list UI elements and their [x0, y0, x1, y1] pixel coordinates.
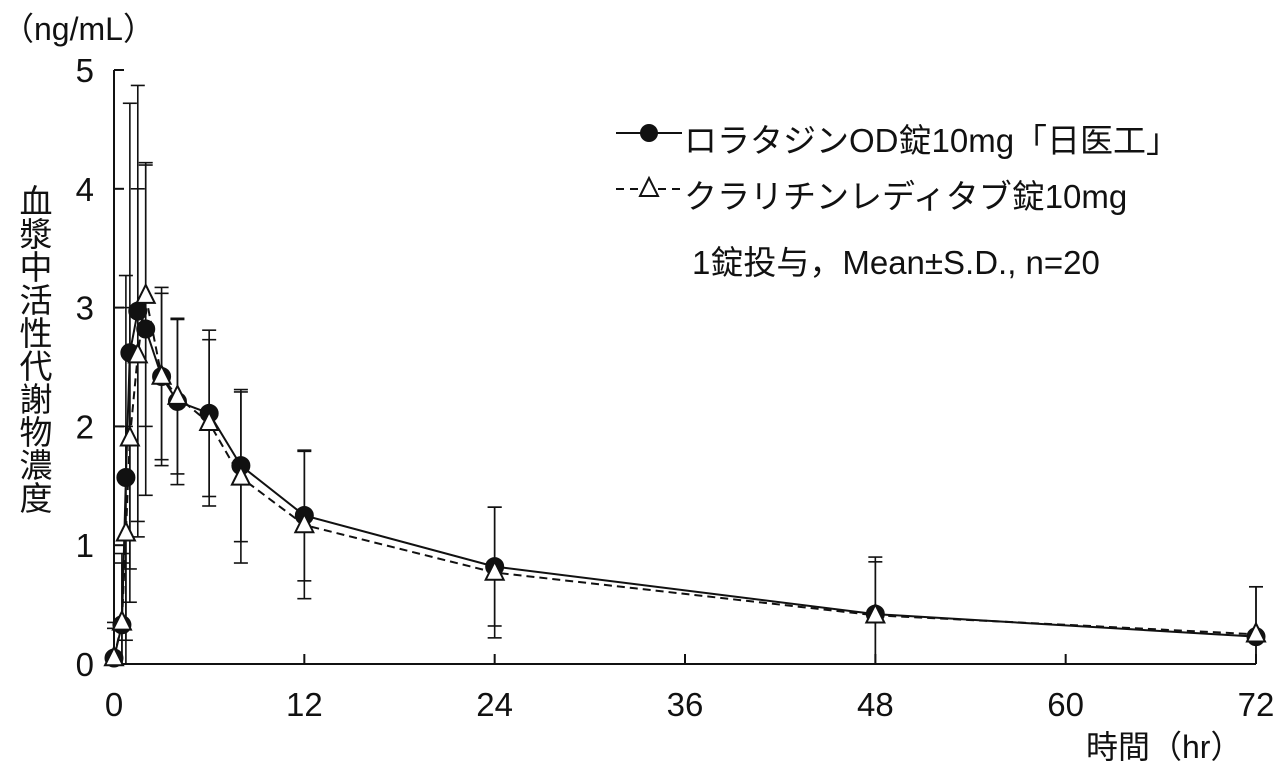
- data-point-series-2: [198, 409, 220, 432]
- series-line-2: [113, 295, 1257, 659]
- legend-marker-series-1: [640, 124, 658, 142]
- x-tick-label: 60: [1047, 686, 1084, 723]
- data-point-series-2: [115, 520, 137, 542]
- y-tick-label: 4: [76, 171, 94, 208]
- x-tick-label: 12: [286, 686, 323, 723]
- data-point-series-2: [230, 464, 252, 486]
- x-tick-label: 48: [857, 686, 894, 723]
- data-point-series-2: [1245, 621, 1267, 643]
- legend-label-series-1: ロラタジンOD錠10mg「日医工」: [684, 122, 1180, 159]
- y-tick-label: 3: [76, 290, 94, 327]
- legend-label-series-2: クラリチンレディタブ錠10mg: [684, 178, 1128, 215]
- y-tick-label: 5: [76, 52, 94, 89]
- data-point-series-2: [135, 282, 157, 304]
- x-tick-label: 36: [667, 686, 704, 723]
- x-axis-title: 時間（hr）: [1086, 729, 1243, 765]
- y-axis-title: 血漿中活性代謝物濃度: [15, 184, 52, 514]
- data-point-series-2: [111, 609, 133, 631]
- data-point-series-2: [119, 425, 141, 447]
- data-point-series-2: [150, 363, 173, 385]
- data-point-series-1: [116, 467, 136, 487]
- data-point-series-2: [864, 602, 886, 624]
- data-point-series-2: [293, 511, 315, 534]
- data-point-series-2: [484, 559, 506, 581]
- x-tick-label: 24: [476, 686, 513, 723]
- chart-annotation: 1錠投与，Mean±S.D., n=20: [692, 244, 1100, 281]
- series-line-1: [113, 307, 1257, 659]
- x-tick-label: 72: [1238, 686, 1275, 723]
- data-point-series-2: [166, 383, 189, 405]
- data-point-series-1: [136, 319, 156, 339]
- data-point-series-2: [127, 342, 149, 364]
- y-unit-label: （ng/mL）: [2, 11, 155, 47]
- legend-marker-series-2: [638, 175, 660, 197]
- x-tick-label: 0: [105, 686, 123, 723]
- data-point-series-2: [103, 645, 125, 667]
- y-tick-label: 2: [76, 408, 94, 445]
- y-tick-label: 0: [76, 646, 94, 683]
- data-point-series-1: [128, 301, 148, 321]
- y-tick-label: 1: [76, 527, 94, 564]
